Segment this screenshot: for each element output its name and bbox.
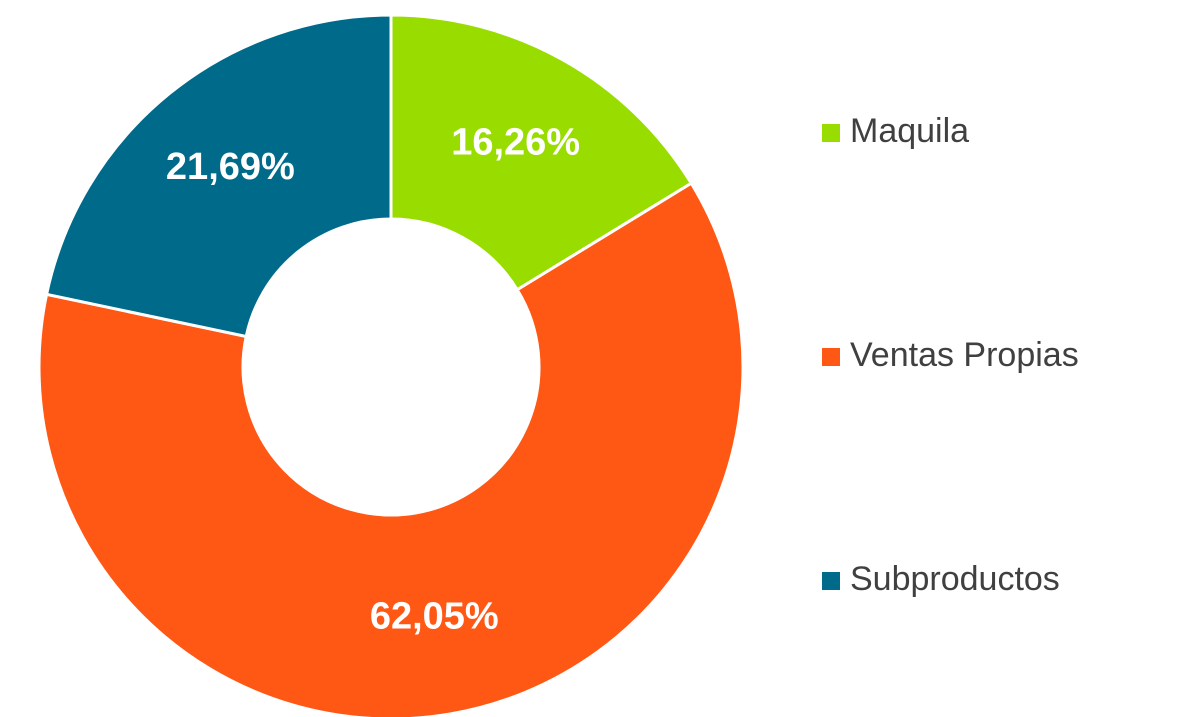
value-label: 62,05% (370, 595, 499, 637)
slice (44, 13, 393, 339)
value-label: 16,26% (451, 122, 580, 164)
legend-swatch (822, 124, 840, 142)
legend-label: Ventas Propias (850, 336, 1079, 374)
legend-label: Maquila (850, 112, 969, 150)
value-label: 21,69% (166, 146, 295, 188)
legend-label: Subproductos (850, 560, 1060, 598)
slice (389, 13, 694, 292)
slice (37, 181, 745, 717)
legend-swatch (822, 572, 840, 590)
legend-swatch (822, 348, 840, 366)
